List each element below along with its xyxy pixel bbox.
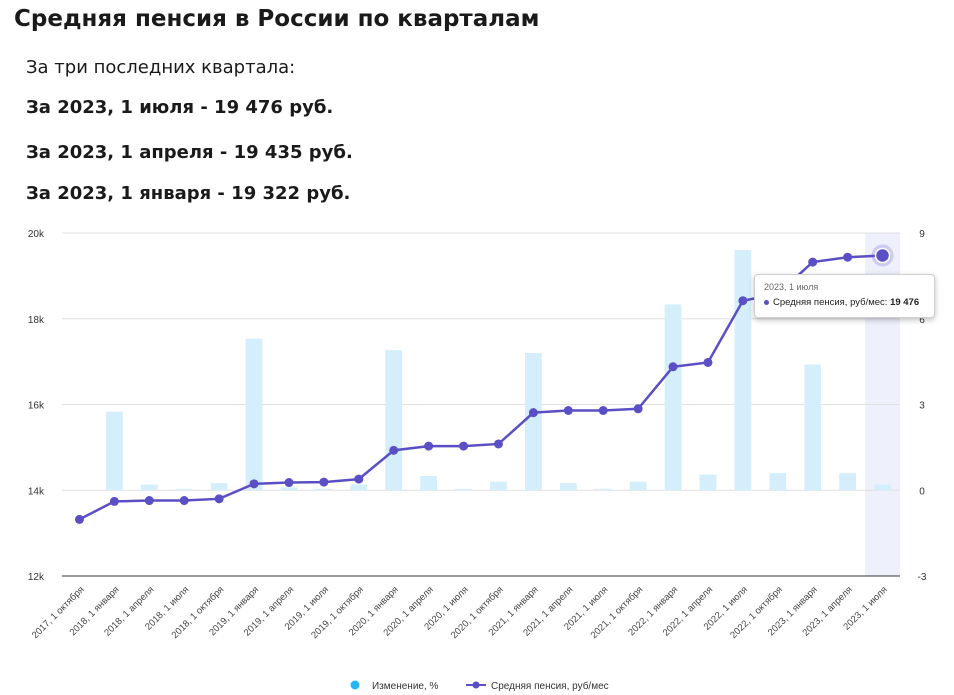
- chart-tooltip: 2023, 1 июля Средняя пенсия, руб/мес: 19…: [754, 274, 935, 318]
- line-point: [214, 494, 224, 504]
- y-right-tick-label: 0: [919, 486, 925, 497]
- line-series: [78, 254, 883, 521]
- y-right-tick-label: 9: [919, 229, 925, 240]
- legend-line-dot-icon: [472, 681, 480, 689]
- bar: [280, 487, 298, 491]
- line-point: [354, 474, 364, 484]
- bar: [839, 473, 857, 491]
- line-point: [563, 406, 573, 416]
- summary-line-2: За 2023, 1 апреля - 19 435 руб.: [26, 142, 353, 163]
- y-right-tick-label: 6: [919, 315, 925, 326]
- line-point: [144, 496, 154, 506]
- y-left-tick-label: 16k: [28, 401, 45, 412]
- line-point: [109, 496, 119, 506]
- y-left-tick-label: 14k: [28, 486, 45, 497]
- bar: [594, 488, 612, 491]
- bar: [699, 474, 717, 491]
- legend-label-pension: Средняя пенсия, руб/мес: [491, 680, 609, 692]
- y-right-tick-label: 3: [919, 401, 925, 412]
- bar: [629, 481, 647, 491]
- bar: [874, 484, 891, 491]
- line-point: [249, 479, 259, 489]
- y-right-tick-label: -3: [918, 572, 927, 583]
- summary-subtitle: За три последних квартала:: [26, 57, 296, 78]
- line-point: [284, 478, 294, 488]
- line-point: [389, 445, 399, 455]
- bar: [350, 484, 368, 491]
- bar: [420, 475, 438, 491]
- line-point: [493, 439, 503, 449]
- bar: [245, 338, 263, 491]
- bar: [105, 411, 123, 491]
- line-point: [74, 514, 84, 524]
- tooltip-row: Средняя пенсия, руб/мес: 19 476: [764, 297, 925, 308]
- legend-bar-marker-icon: [350, 680, 360, 690]
- tooltip-date: 2023, 1 июля: [764, 282, 819, 292]
- y-left-tick-label: 20k: [28, 229, 45, 240]
- line-point: [424, 441, 434, 451]
- line-point: [738, 296, 748, 306]
- bar: [455, 488, 472, 491]
- bar: [769, 473, 787, 491]
- bar: [140, 484, 158, 491]
- tooltip-series-dot-icon: [764, 299, 769, 305]
- line-point: [843, 252, 853, 262]
- line-point: [528, 408, 538, 418]
- bar: [175, 488, 193, 491]
- line-point: [459, 441, 469, 451]
- bar: [804, 364, 822, 491]
- line-point: [703, 357, 713, 367]
- legend-label-change: Изменение, %: [372, 681, 439, 692]
- page-title: Средняя пенсия в России по кварталам: [14, 6, 540, 32]
- y-left-tick-label: 18k: [28, 315, 45, 326]
- bar: [524, 353, 542, 491]
- bar: [664, 304, 682, 491]
- tooltip-value: 19 476: [890, 297, 920, 308]
- line-point: [598, 406, 608, 416]
- line-point: [179, 496, 189, 506]
- bar: [315, 488, 333, 491]
- bar: [734, 250, 752, 491]
- bar: [385, 350, 403, 491]
- line-point: [808, 257, 818, 267]
- tooltip-series-label: Средняя пенсия, руб/мес:: [773, 297, 888, 308]
- line-point: [319, 477, 329, 487]
- y-left-tick-label: 12k: [28, 572, 45, 583]
- line-point: [668, 362, 678, 372]
- bar: [559, 483, 577, 491]
- summary-line-1: За 2023, 1 июля - 19 476 руб.: [26, 97, 334, 118]
- highlight-point: [874, 247, 891, 264]
- summary-line-3: За 2023, 1 января - 19 322 руб.: [26, 183, 351, 204]
- bar: [210, 483, 228, 491]
- line-point: [633, 404, 643, 414]
- bar: [490, 481, 507, 491]
